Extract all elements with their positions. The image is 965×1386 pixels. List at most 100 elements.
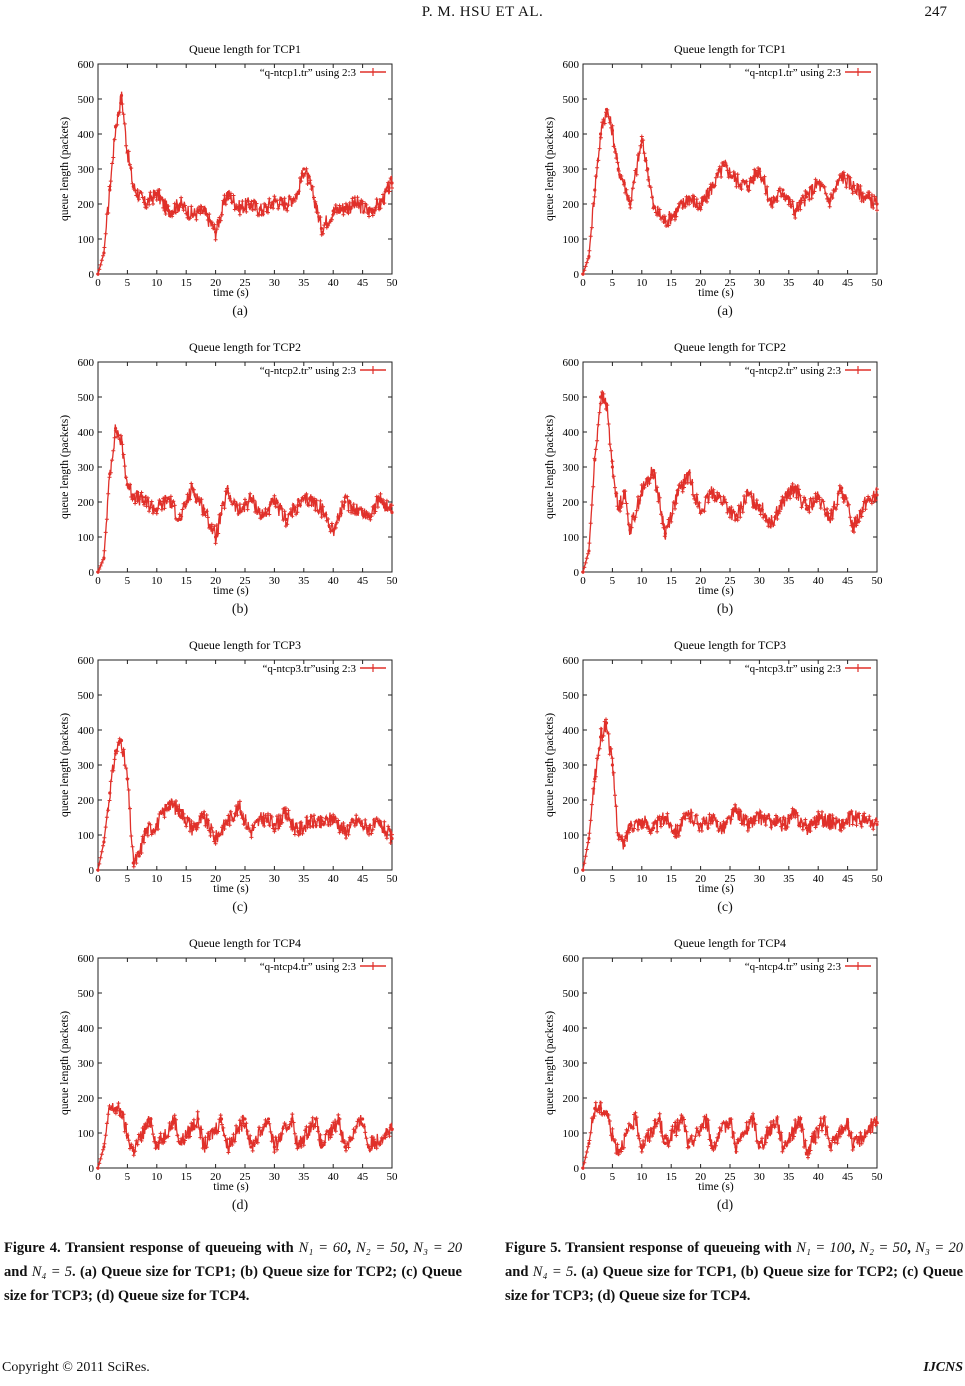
x-tick-label: 25 [725, 1171, 737, 1183]
caption-n3: N₃ = 20 [915, 1240, 964, 1256]
x-tick-label: 45 [357, 873, 369, 885]
series-markers [581, 1100, 879, 1170]
data-point [728, 1117, 732, 1121]
y-tick-label: 0 [574, 567, 580, 579]
data-point [237, 510, 241, 515]
y-tick-label: 200 [78, 795, 95, 807]
x-tick-label: 20 [210, 277, 222, 289]
x-tick-label: 5 [610, 575, 616, 587]
y-tick-label: 400 [563, 129, 580, 141]
data-point [710, 819, 714, 823]
x-tick-label: 50 [872, 277, 884, 289]
series-markers [96, 428, 394, 574]
y-tick-label: 200 [563, 497, 580, 509]
y-tick-label: 500 [78, 392, 95, 404]
y-tick-label: 500 [78, 94, 95, 106]
x-tick-label: 25 [725, 575, 737, 587]
data-point [710, 1145, 714, 1149]
y-tick-label: 100 [563, 532, 580, 544]
data-point [604, 107, 609, 112]
data-point [734, 177, 738, 182]
data-point [628, 822, 632, 827]
x-tick-label: 10 [636, 873, 648, 885]
legend-entry: “q-ntcp2.tr” using 2:3 [745, 365, 842, 377]
x-tick-label: 35 [298, 1171, 310, 1183]
panel-label: (b) [231, 602, 249, 617]
y-tick-label: 100 [563, 830, 580, 842]
journal-name: IJCNS [923, 1360, 963, 1375]
data-point [769, 819, 773, 823]
data-point [284, 812, 288, 816]
data-point [202, 507, 206, 511]
page-footer: Copyright © 2011 SciRes. IJCNS [0, 1360, 965, 1380]
data-point [634, 170, 638, 175]
x-axis-label: time (s) [213, 585, 249, 597]
y-axis-label: queue length (packets) [544, 415, 556, 519]
x-tick-label: 35 [298, 277, 310, 289]
x-tick-label: 5 [125, 277, 131, 289]
data-point [314, 1117, 318, 1121]
running-title: P. M. HSU ET AL. [421, 4, 544, 20]
x-tick-label: 45 [842, 873, 854, 885]
data-point [343, 500, 347, 504]
x-tick-label: 15 [181, 575, 193, 587]
panel-label: (d) [231, 1198, 249, 1213]
data-point [769, 202, 773, 206]
data-point [243, 1117, 247, 1121]
data-point [102, 840, 106, 844]
x-tick-label: 15 [181, 1171, 193, 1183]
x-tick-label: 45 [842, 1171, 854, 1183]
data-point [604, 721, 609, 725]
data-point [704, 1117, 709, 1121]
y-tick-label: 100 [78, 830, 95, 842]
data-point [390, 1127, 394, 1132]
data-point [628, 528, 632, 532]
data-point [828, 517, 832, 522]
y-tick-label: 400 [563, 1023, 580, 1035]
x-tick-label: 35 [783, 1171, 795, 1183]
x-axis-label: time (s) [213, 1181, 249, 1193]
series-markers [581, 717, 879, 872]
x-tick-label: 20 [210, 1171, 222, 1183]
x-tick-label: 0 [580, 575, 586, 587]
data-point [108, 188, 112, 192]
data-point [863, 819, 867, 823]
y-tick-label: 200 [78, 1093, 95, 1105]
y-tick-label: 600 [563, 59, 580, 71]
fig5-panel-c: Queue length for TCP3 “q-ntcp3.tr” using … [505, 632, 945, 932]
data-point [155, 191, 159, 196]
x-axis-label: time (s) [698, 287, 734, 299]
data-point [272, 500, 276, 504]
x-tick-label: 20 [695, 277, 707, 289]
data-point [699, 822, 703, 827]
data-point [793, 812, 797, 816]
data-point [675, 209, 679, 213]
data-point [143, 202, 147, 206]
data-point [302, 167, 306, 171]
data-point [657, 1117, 661, 1121]
x-tick-label: 25 [240, 277, 252, 289]
data-point [840, 486, 844, 490]
data-point [390, 836, 394, 841]
caption-n4: N₄ = 5 [532, 1264, 574, 1280]
x-tick-label: 35 [298, 873, 310, 885]
y-tick-label: 0 [89, 1163, 95, 1175]
data-point [734, 517, 738, 522]
y-tick-label: 0 [574, 1163, 580, 1175]
caption-suffix: . (a) Queue size for TCP1; (b) Queue siz… [4, 1264, 462, 1304]
x-tick-label: 5 [125, 1171, 131, 1183]
data-point [616, 167, 620, 171]
data-point [816, 496, 820, 501]
fig5-panel-b: Queue length for TCP2 “q-ntcp2.tr” using … [505, 334, 945, 634]
data-point [296, 1145, 300, 1149]
data-point [331, 209, 335, 213]
data-point [804, 195, 808, 199]
data-point [155, 507, 159, 511]
x-tick-label: 50 [872, 1171, 884, 1183]
y-tick-label: 600 [563, 655, 580, 667]
caption-prefix: Figure 4. Transient response of queueing… [4, 1240, 294, 1256]
x-tick-label: 20 [210, 873, 222, 885]
x-tick-label: 20 [695, 873, 707, 885]
data-point [237, 205, 241, 210]
caption-n1: N₁ = 60 [298, 1240, 348, 1256]
